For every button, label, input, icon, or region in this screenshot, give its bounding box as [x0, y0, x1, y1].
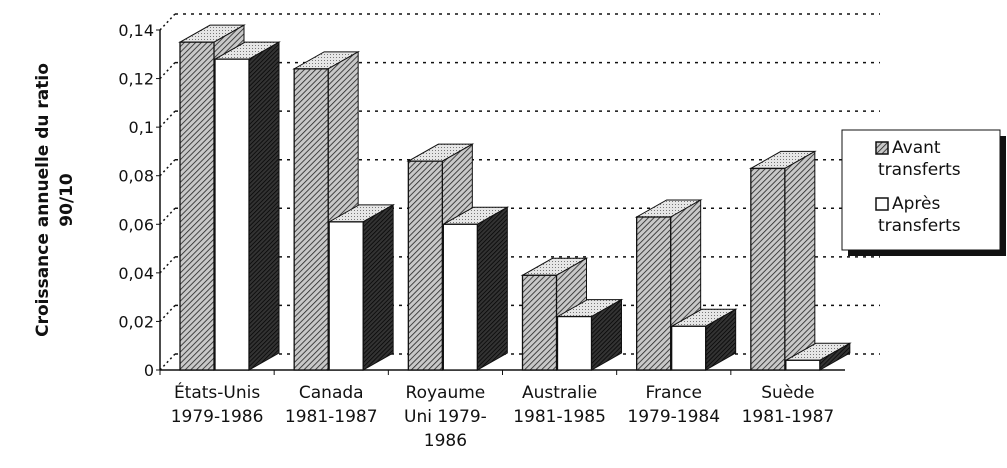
grid-line — [159, 353, 176, 371]
bar — [293, 68, 329, 371]
x-tick-label: Australie 1981-1985 — [513, 383, 606, 427]
x-tick-label: Royaume Uni 1979-1986 — [404, 383, 487, 451]
y-tick-label: 0,02 — [118, 312, 154, 331]
bar-side — [248, 41, 280, 371]
y-tick-label: 0 — [144, 361, 154, 380]
grid-line — [159, 110, 176, 128]
bar — [785, 359, 821, 371]
bar — [442, 223, 478, 371]
legend-swatch — [875, 197, 889, 211]
grid-line — [159, 207, 176, 225]
bar — [556, 315, 593, 371]
legend-label: Avant transferts — [878, 138, 961, 180]
y-tick-label: 0,12 — [118, 70, 154, 89]
bar-side — [784, 150, 816, 371]
bar-side — [476, 206, 508, 371]
bar-side — [362, 203, 394, 371]
grid-line — [159, 256, 176, 274]
x-tick-label: France 1979-1984 — [627, 383, 720, 427]
x-tick-label: États-Unis 1979-1986 — [171, 381, 264, 427]
y-tick-label: 0,1 — [129, 118, 154, 137]
legend-swatch — [875, 141, 889, 155]
grid-line — [159, 159, 176, 177]
y-axis-title: Croissance annuelle du ratio 90/10 — [33, 63, 77, 337]
y-tick-label: 0,06 — [118, 215, 154, 234]
legend — [841, 129, 1001, 251]
x-tick-label: Suède 1981-1987 — [742, 383, 835, 427]
bar — [636, 216, 672, 371]
bar — [671, 325, 707, 371]
bar — [328, 221, 364, 371]
y-tick-label: 0,04 — [118, 264, 154, 283]
bar — [750, 167, 786, 371]
grid-line — [159, 304, 176, 322]
bar — [179, 41, 215, 371]
grid-line — [159, 62, 176, 80]
y-tick-label: 0,08 — [118, 167, 154, 186]
y-tick-label: 0,14 — [118, 21, 154, 40]
bar — [407, 160, 443, 371]
x-tick-label: Canada 1981-1987 — [285, 383, 378, 427]
legend-label: Après transferts — [878, 194, 961, 236]
grid-line — [159, 13, 176, 31]
bar — [521, 274, 558, 371]
bar — [214, 58, 250, 371]
